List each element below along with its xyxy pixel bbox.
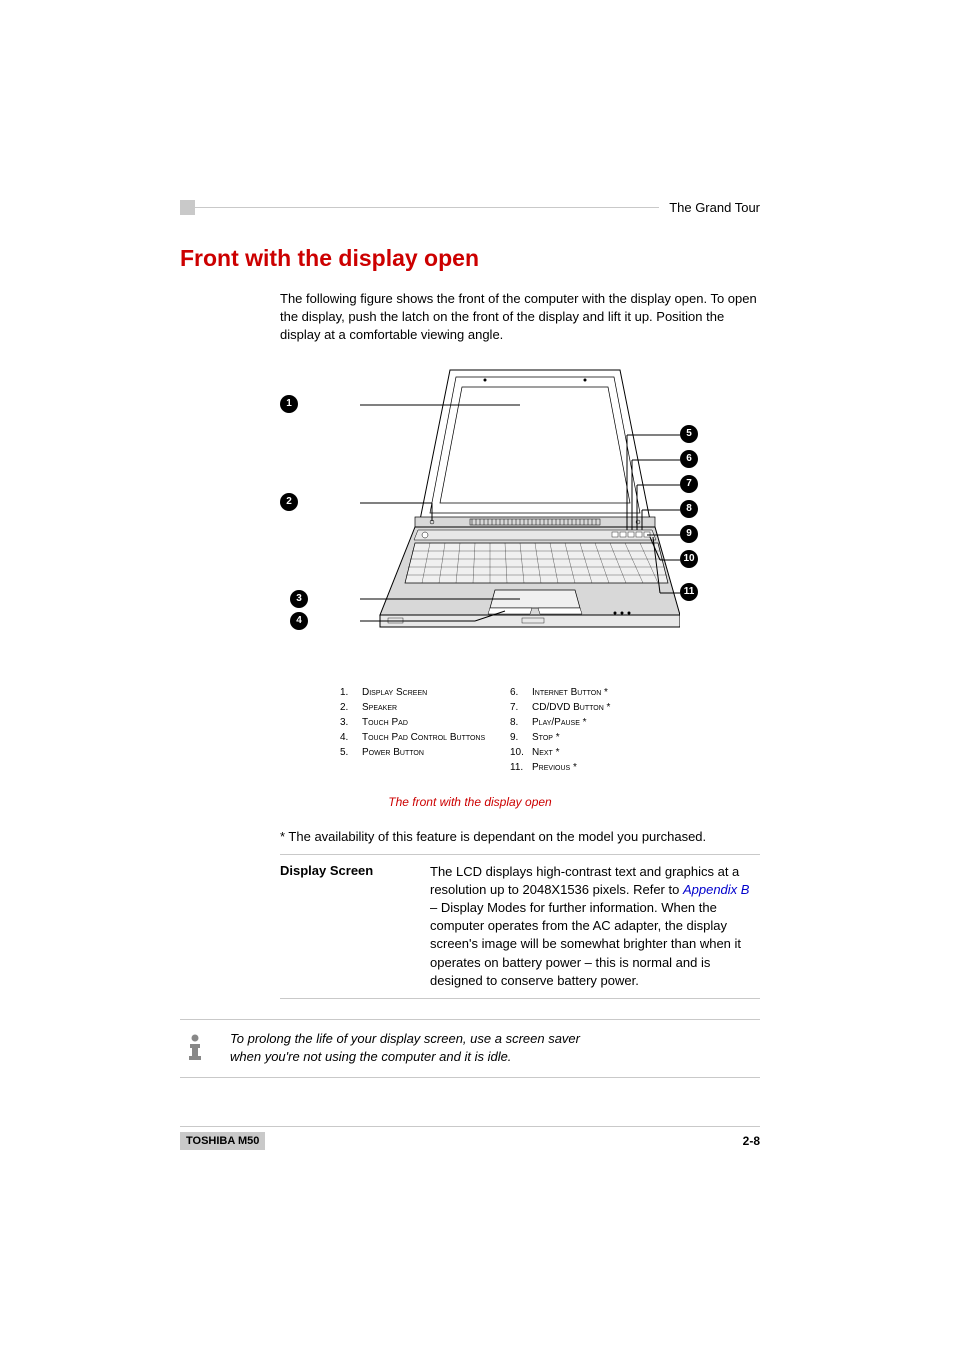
legend-label: Previous * (532, 760, 577, 775)
legend-item: 2.Speaker (340, 700, 510, 715)
legend-num: 9. (510, 730, 532, 745)
legend-num: 10. (510, 745, 532, 760)
legend-num: 3. (340, 715, 362, 730)
figure-caption: The front with the display open (180, 795, 760, 809)
legend-label: Display Screen (362, 685, 427, 700)
legend-num: 5. (340, 745, 362, 760)
header-rule (195, 207, 659, 208)
page-header: The Grand Tour (180, 200, 760, 215)
callout-marker-9: 9 (680, 525, 698, 543)
header-decor-block (180, 200, 195, 215)
legend-num: 6. (510, 685, 532, 700)
callout-marker-3: 3 (290, 590, 308, 608)
definition-text-after: – Display Modes for further information.… (430, 900, 741, 988)
callout-marker-4: 4 (290, 612, 308, 630)
callout-marker-5: 5 (680, 425, 698, 443)
laptop-illustration (360, 365, 680, 655)
diagram-legend: 1.Display Screen2.Speaker3.Touch Pad4.To… (340, 685, 760, 775)
legend-item: 4.Touch Pad Control Buttons (340, 730, 510, 745)
section-title: Front with the display open (180, 245, 760, 272)
legend-column-right: 6.Internet Button *7.CD/DVD Button *8.Pl… (510, 685, 680, 775)
callout-marker-2: 2 (280, 493, 298, 511)
legend-item: 8.Play/Pause * (510, 715, 680, 730)
footer-page-number: 2-8 (743, 1134, 760, 1148)
info-icon (180, 1032, 220, 1067)
definition-description: The LCD displays high-contrast text and … (430, 863, 760, 990)
legend-num: 1. (340, 685, 362, 700)
note-text: To prolong the life of your display scre… (230, 1030, 760, 1066)
legend-label: Touch Pad Control Buttons (362, 730, 485, 745)
page-footer: TOSHIBA M50 2-8 (180, 1126, 760, 1150)
legend-num: 11. (510, 760, 532, 775)
legend-label: Next * (532, 745, 560, 760)
legend-item: 11.Previous * (510, 760, 680, 775)
footer-product: TOSHIBA M50 (180, 1132, 265, 1150)
callout-marker-8: 8 (680, 500, 698, 518)
legend-item: 9.Stop * (510, 730, 680, 745)
callout-marker-1: 1 (280, 395, 298, 413)
laptop-diagram: 1 2 3 4 5 6 7 8 9 10 11 (280, 365, 760, 655)
legend-num: 2. (340, 700, 362, 715)
legend-item: 1.Display Screen (340, 685, 510, 700)
legend-num: 8. (510, 715, 532, 730)
legend-label: CD/DVD Button * (532, 700, 610, 715)
legend-num: 4. (340, 730, 362, 745)
callout-marker-10: 10 (680, 550, 698, 568)
legend-num: 7. (510, 700, 532, 715)
callout-marker-6: 6 (680, 450, 698, 468)
legend-label: Play/Pause * (532, 715, 587, 730)
availability-note: * The availability of this feature is de… (280, 829, 760, 844)
info-note: To prolong the life of your display scre… (180, 1019, 760, 1078)
legend-item: 3.Touch Pad (340, 715, 510, 730)
callout-marker-11: 11 (680, 583, 698, 601)
definition-term: Display Screen (280, 863, 430, 990)
chapter-name: The Grand Tour (659, 200, 760, 215)
legend-item: 10.Next * (510, 745, 680, 760)
legend-item: 6.Internet Button * (510, 685, 680, 700)
legend-label: Power Button (362, 745, 424, 760)
legend-item: 5.Power Button (340, 745, 510, 760)
legend-label: Touch Pad (362, 715, 408, 730)
legend-item: 7.CD/DVD Button * (510, 700, 680, 715)
legend-label: Stop * (532, 730, 560, 745)
callout-marker-7: 7 (680, 475, 698, 493)
definition-row: Display Screen The LCD displays high-con… (280, 854, 760, 999)
legend-label: Internet Button * (532, 685, 608, 700)
section-intro: The following figure shows the front of … (280, 290, 760, 345)
appendix-link[interactable]: Appendix B (683, 882, 750, 897)
legend-label: Speaker (362, 700, 397, 715)
legend-column-left: 1.Display Screen2.Speaker3.Touch Pad4.To… (340, 685, 510, 775)
